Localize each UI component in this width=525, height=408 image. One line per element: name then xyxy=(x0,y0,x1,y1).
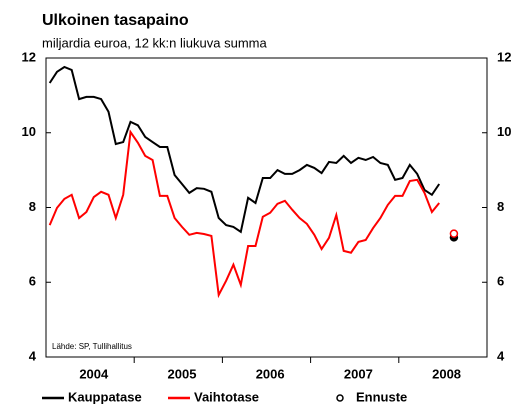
y2-tick-label: 6 xyxy=(497,274,504,289)
line xyxy=(48,129,440,299)
chart-title: Ulkoinen tasapaino xyxy=(42,12,189,29)
y2-tick-label: 10 xyxy=(497,124,511,139)
x-tick-label: 2007 xyxy=(344,366,373,381)
y2-tick-label: 8 xyxy=(497,199,504,214)
x-tick-label: 2004 xyxy=(79,366,109,381)
x-tick-label: 2006 xyxy=(256,366,285,381)
legend-label: Vaihtotase xyxy=(194,389,259,404)
forecast-point xyxy=(449,229,459,238)
y-tick-label: 4 xyxy=(29,348,37,363)
x-tick-label: 2008 xyxy=(432,366,461,381)
y-tick-label: 10 xyxy=(22,124,36,139)
y2-tick-label: 4 xyxy=(497,348,505,363)
x-tick-label: 2005 xyxy=(168,366,197,381)
line xyxy=(48,65,441,234)
chart-subtitle: miljardia euroa, 12 kk:n liukuva summa xyxy=(42,35,267,50)
y-tick-label: 8 xyxy=(29,199,36,214)
legend-marker xyxy=(336,394,344,402)
legend-label: Ennuste xyxy=(356,389,407,404)
legend-label: Kauppatase xyxy=(68,389,142,404)
source-note: Lähde: SP, Tullihallitus xyxy=(52,342,132,351)
y-tick-label: 12 xyxy=(22,49,36,64)
y2-tick-label: 12 xyxy=(497,49,511,64)
y-tick-label: 6 xyxy=(29,274,36,289)
